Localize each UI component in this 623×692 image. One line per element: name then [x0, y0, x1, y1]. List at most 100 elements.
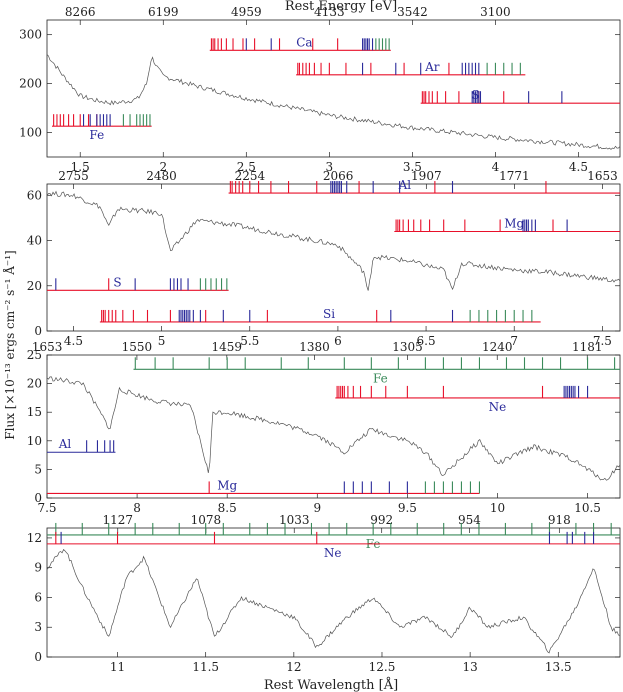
top-tick-label: 1653: [32, 340, 63, 354]
ion-label: Si: [323, 307, 335, 321]
y-axis-title: Flux [×10⁻¹³ ergs cm⁻² s⁻¹ Å⁻¹]: [2, 250, 17, 439]
x-tick-label: 9: [313, 501, 321, 515]
top-tick-label: 8266: [65, 5, 96, 19]
x-tick-label: 7: [510, 334, 518, 348]
spectrum-line: [46, 190, 621, 291]
spectrum-line: [46, 376, 621, 481]
ion-label: Al: [398, 178, 412, 192]
x-tick-label: 6.5: [417, 334, 436, 348]
ion-label: Mg: [217, 478, 237, 492]
panel-2: 0 20 40 60 4.5 5 5.5 6 6.5 7 7.5 2755 2480 2254 2066 19…: [27, 169, 621, 348]
x-tick-label: 4.5: [64, 334, 83, 348]
ion-series-ne: Ne: [335, 385, 620, 414]
x-tick-label: 5: [158, 334, 166, 348]
x-tick-label: 2.5: [237, 160, 256, 174]
ion-label: Ca: [296, 35, 312, 49]
top-tick-label: 4133: [314, 5, 345, 19]
ion-series-ca: Ca: [209, 35, 391, 51]
x-tick-label: 3.5: [403, 160, 422, 174]
ion-series-ar: Ar: [296, 60, 526, 76]
top-tick-label: 2755: [58, 169, 89, 183]
ion-series-mg: Mg: [47, 478, 481, 494]
top-tick-label: 1459: [212, 340, 243, 354]
y-tick-label: 0: [34, 324, 42, 338]
x-tick-label: 8.5: [218, 501, 237, 515]
x-tick-label: 2: [159, 160, 167, 174]
top-tick-label: 3542: [397, 5, 428, 19]
plot-frame: [46, 354, 621, 499]
y-tick-label: 12: [27, 531, 42, 545]
top-tick-label: 2066: [323, 169, 354, 183]
ion-series-fe: Fe: [51, 114, 152, 142]
ion-label: Ar: [424, 60, 440, 74]
top-tick-label: 1240: [482, 340, 513, 354]
y-tick-label: 9: [34, 561, 42, 575]
ion-label: Al: [58, 437, 72, 451]
ion-series-mg: Mg: [394, 216, 620, 233]
top-tick-label: 3100: [480, 5, 511, 19]
x-tick-label: 6: [334, 334, 342, 348]
top-tick-label: 954: [458, 513, 481, 527]
top-tick-label: 1033: [279, 513, 310, 527]
ion-label: Fe: [373, 371, 388, 385]
spectrum-line: [46, 54, 621, 150]
y-tick-label: 40: [27, 234, 42, 248]
y-tick-label: 300: [19, 28, 42, 42]
x-tick-label: 3: [326, 160, 334, 174]
panel-1: 100 200 300 1.5 2 2.5 3 3.5 4 4.5 8266 6199 4959 4133…: [19, 5, 621, 174]
ion-series-s: S: [47, 275, 229, 291]
y-tick-label: 60: [27, 188, 42, 202]
panel-3: 0 5 10 15 20 25 7.5 8 8.5 9 9.5 10 10.5 1653 1550 1459 1…: [27, 340, 621, 515]
y-tick-label: 0: [34, 650, 42, 664]
x-tick-label: 13: [462, 660, 477, 674]
x-tick-label: 4.5: [569, 160, 588, 174]
top-tick-label: 918: [548, 513, 571, 527]
ion-label: Ne: [324, 546, 342, 560]
top-tick-label: 1907: [411, 169, 442, 183]
top-tick-label: 992: [370, 513, 393, 527]
ion-label: S: [471, 88, 479, 102]
x-tick-label: 12: [286, 660, 301, 674]
x-tick-label: 11.5: [192, 660, 219, 674]
ion-series-fe: Fe: [47, 522, 620, 551]
y-tick-label: 3: [34, 620, 42, 634]
ion-label: Ne: [489, 400, 507, 414]
ion-series-ne: Ne: [47, 531, 620, 560]
top-tick-label: 1127: [102, 513, 133, 527]
x-tick-label: 1.5: [71, 160, 90, 174]
ion-label: Fe: [89, 128, 104, 142]
plot-frame: [46, 183, 621, 332]
top-tick-label: 2254: [235, 169, 266, 183]
x-tick-label: 12.5: [369, 660, 396, 674]
top-tick-label: 1078: [191, 513, 222, 527]
x-tick-label: 7.5: [37, 501, 56, 515]
y-tick-label: 25: [27, 348, 42, 362]
top-axis-title: Rest Energy [eV]: [285, 0, 397, 14]
y-tick-label: 20: [27, 377, 42, 391]
spectrum-line: [46, 548, 621, 654]
ion-series-fe: Fe: [133, 357, 620, 385]
x-tick-label: 10.5: [574, 501, 601, 515]
x-tick-label: 13.5: [545, 660, 572, 674]
bottom-axis-title: Rest Wavelength [Å]: [264, 677, 398, 692]
x-tick-label: 11: [110, 660, 125, 674]
x-tick-label: 7.5: [593, 334, 612, 348]
y-tick-label: 10: [27, 434, 42, 448]
ion-series-si: Si: [99, 307, 541, 323]
x-tick-label: 4: [492, 160, 500, 174]
y-tick-label: 15: [27, 405, 42, 419]
plot-frame: [46, 19, 621, 158]
top-tick-label: 1380: [299, 340, 330, 354]
y-tick-label: 100: [19, 126, 42, 140]
x-tick-label: 8: [133, 501, 141, 515]
panel-4: 0 3 6 9 12 11 11.5 12 12.5 13 13.5 1127 1078 1033 992 9…: [27, 513, 621, 674]
ion-series-al: Al: [47, 437, 116, 453]
y-tick-label: 5: [34, 462, 42, 476]
ion-label: Mg: [504, 216, 524, 230]
top-tick-label: 1181: [572, 340, 603, 354]
x-tick-label: 5.5: [240, 334, 259, 348]
top-tick-label: 1305: [392, 340, 423, 354]
y-tick-label: 200: [19, 77, 42, 91]
